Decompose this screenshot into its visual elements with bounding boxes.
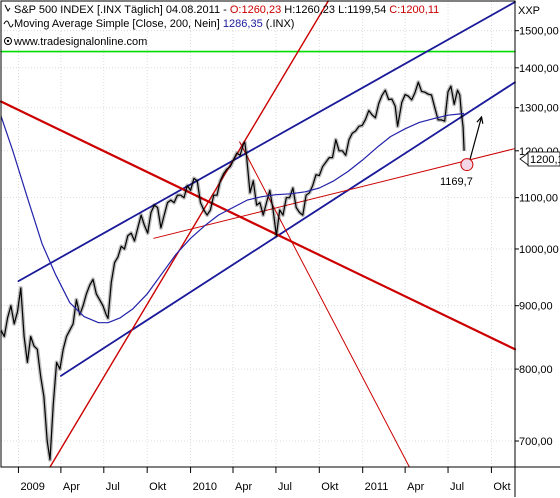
header-line-1: S&P 500 INDEX [.INX Täglich] 04.08.2011 … [14, 4, 439, 16]
x-axis: 2009 Apr Jul Okt 2010 Apr Jul Okt 2011 Apr Jul Okt [17, 467, 511, 493]
x-tick-label: Jul [106, 481, 120, 493]
x-tick-label: Apr [235, 481, 252, 493]
header-low: L:1199,54 [335, 4, 386, 16]
y-tick-label: 1000,00 [519, 244, 559, 256]
ma-line-icon [3, 20, 14, 28]
x-tick-label: Okt [493, 481, 510, 493]
forecast-arrow [468, 116, 483, 163]
y-tick-label: 700,00 [519, 436, 553, 448]
y-axis: 700,00800,00900,001000,001100,001200,001… [515, 26, 559, 448]
plot-background [1, 1, 515, 467]
y-tick-label: 1300,00 [519, 103, 559, 115]
chart-type-icon [4, 4, 11, 12]
header-line-2: Moving Average Simple [Close, 200, Nein]… [14, 18, 294, 30]
last-price-label: 1200,11 [530, 154, 560, 166]
trend-line [59, 81, 516, 377]
chart-header: S&P 500 INDEX [.INX Täglich] 04.08.2011 … [3, 4, 439, 48]
trend-line [17, 1, 516, 283]
x-tick-label: Jul [450, 481, 464, 493]
header-title: S&P 500 INDEX [.INX Täglich] 04.08.2011 … [14, 4, 230, 16]
y-tick-label: 1400,00 [519, 63, 559, 75]
x-tick-label: 2010 [193, 481, 217, 493]
header-high: H:1260,23 [281, 4, 335, 16]
x-tick-label: Okt [321, 481, 338, 493]
trend-line [0, 100, 517, 351]
web-link-icon [4, 37, 12, 45]
currency-label: XXP [518, 5, 540, 17]
trend-line [49, 0, 329, 468]
x-tick-label: Okt [149, 481, 166, 493]
trend-lines [0, 0, 517, 468]
last-price-box: 1200,11 [519, 151, 560, 167]
y-tick-label: 1100,00 [519, 193, 558, 205]
support-label: 1169,7 [440, 176, 473, 188]
price-line [0, 81, 465, 461]
header-line-3: www.tradesignalonline.com [13, 36, 147, 48]
arrow-head [476, 115, 484, 124]
moving-average-line [0, 112, 465, 324]
x-tick-label: 2011 [365, 481, 389, 493]
support-marker [460, 158, 474, 172]
ma-value: 1286,35 [223, 18, 263, 30]
marker-layer [460, 115, 484, 172]
ma-label: Moving Average Simple [Close, 200, Nein] [14, 18, 223, 30]
x-tick-label: Jul [278, 481, 292, 493]
series-layer [0, 80, 467, 462]
x-tick-label: Apr [63, 481, 80, 493]
ma-suffix: (.INX) [263, 18, 295, 30]
x-tick-label: Apr [407, 481, 424, 493]
x-tick-label: 2009 [20, 481, 44, 493]
header-close: C:1200,11 [386, 4, 439, 16]
header-open: O:1260,23 [230, 4, 281, 16]
y-tick-label: 900,00 [519, 301, 553, 313]
y-tick-label: 1500,00 [519, 26, 559, 38]
y-tick-label: 800,00 [519, 364, 553, 376]
trend-line [153, 148, 516, 239]
